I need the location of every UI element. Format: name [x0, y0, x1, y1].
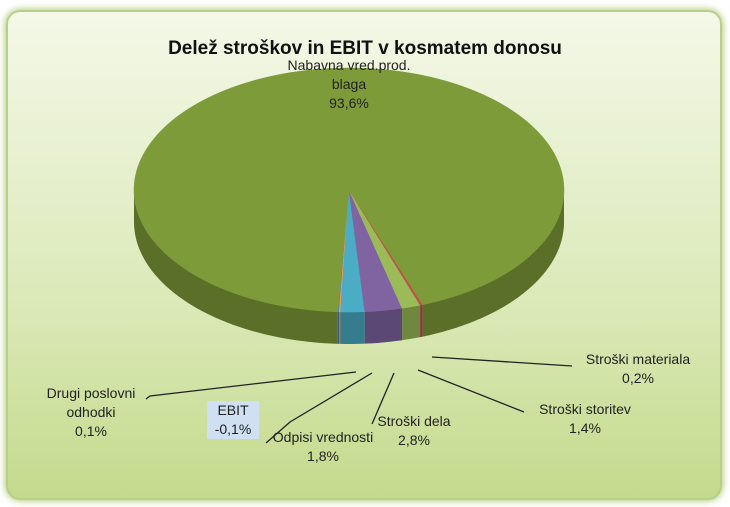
leader-line: [265, 372, 373, 444]
pie-slice-side: [337, 311, 340, 344]
pie-tops: [133, 67, 565, 313]
leader-lines: [145, 356, 573, 444]
pie-slice-shade: [420, 304, 423, 338]
leader-line: [371, 372, 395, 425]
leader-line: [145, 371, 357, 400]
data-label: Stroški dela 2,8%: [362, 412, 466, 450]
pie-slice-side: [134, 190, 338, 344]
pie-slice-side: [402, 305, 421, 341]
pie-slice-shade: [364, 308, 403, 344]
pie-slice-side: [422, 190, 564, 337]
pie-slice: [348, 189, 403, 312]
data-label: Odpisi vrednosti 1,8%: [258, 428, 388, 466]
pie-slice-shade: [134, 190, 338, 344]
pie-slice-shade: [340, 311, 365, 344]
label-name: Nabavna vred.prod. blaga: [287, 57, 411, 92]
pie-slice-side: [420, 304, 423, 338]
pie-slice-side: [364, 308, 403, 344]
pie-slice-shade: [402, 305, 421, 341]
label-value: 0,2%: [622, 370, 654, 386]
pie-slice: [133, 67, 565, 313]
data-label: Stroški materiala 0,2%: [568, 350, 708, 388]
label-value: 2,8%: [398, 432, 430, 448]
label-name: Stroški storitev: [539, 401, 631, 417]
label-value: 93,6%: [329, 95, 369, 111]
pie-slice-shade: [337, 311, 340, 344]
pie-sides: [134, 190, 564, 344]
data-label: Drugi poslovni odhodki 0,1%: [32, 384, 150, 441]
label-value: 0,1%: [75, 423, 107, 439]
leader-line: [417, 369, 525, 413]
label-value: 1,4%: [569, 420, 601, 436]
leader-line: [431, 356, 573, 367]
data-label: EBIT -0,1%: [207, 401, 259, 439]
data-label: Nabavna vred.prod. blaga 93,6%: [284, 56, 414, 113]
label-name: Stroški materiala: [585, 351, 691, 367]
label-value: -0,1%: [214, 421, 252, 437]
pie-slice-shade: [422, 190, 564, 337]
chart-title: Delež stroškov in EBIT v kosmatem donosu: [168, 38, 562, 59]
label-name: Drugi poslovni odhodki: [46, 385, 136, 420]
label-name: Stroški dela: [377, 413, 451, 429]
label-name: EBIT: [217, 402, 249, 418]
label-value: 1,8%: [307, 448, 339, 464]
pie-slice-side: [339, 311, 341, 344]
pie-slice-side: [340, 311, 365, 344]
label-name: Odpisi vrednosti: [272, 429, 374, 445]
data-label: Stroški storitev 1,4%: [520, 400, 650, 438]
pie-slice-shade: [339, 311, 341, 344]
